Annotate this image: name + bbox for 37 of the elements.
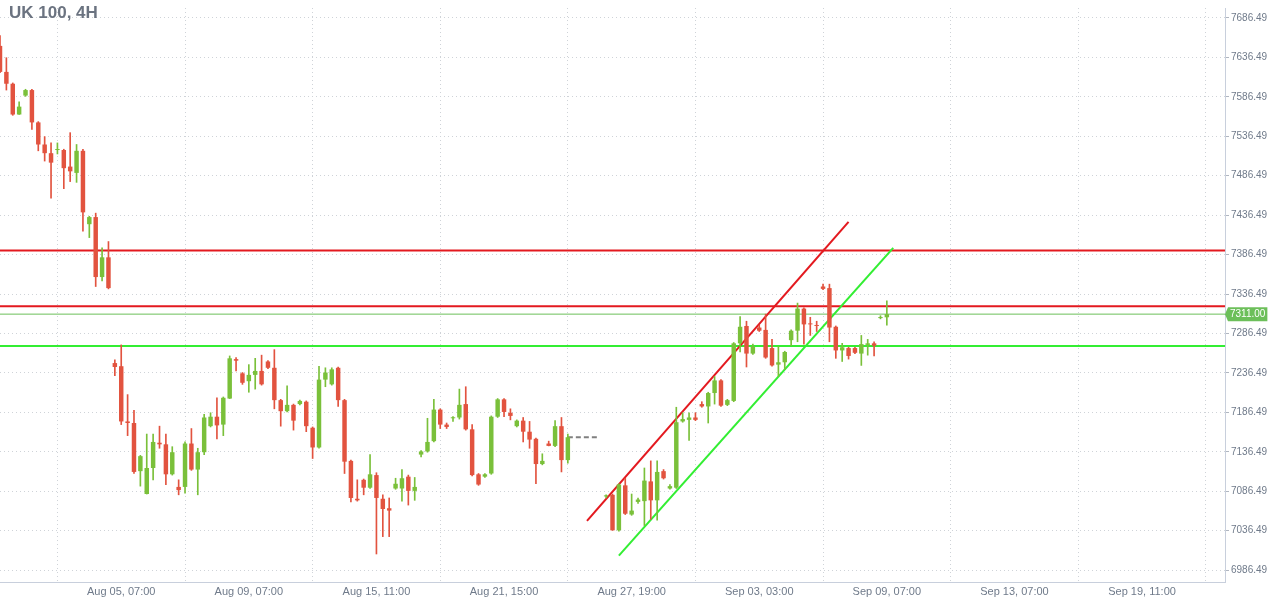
candlestick bbox=[603, 494, 609, 499]
y-tick-label: 7436.49 bbox=[1231, 208, 1268, 220]
candlestick bbox=[540, 453, 545, 466]
x-tick-label: Aug 05, 07:00 bbox=[86, 584, 156, 597]
y-tick-label: 7336.49 bbox=[1231, 287, 1268, 299]
candlestick bbox=[412, 477, 417, 501]
candlestick bbox=[450, 416, 456, 422]
x-tick-label: Sep 09, 07:00 bbox=[852, 584, 922, 597]
x-tick-label: Sep 03, 03:00 bbox=[724, 584, 794, 597]
x-tick-label: Sep 19, 11:00 bbox=[1108, 584, 1176, 597]
x-tick-label: Aug 21, 15:00 bbox=[469, 584, 539, 597]
candlestick bbox=[48, 142, 54, 199]
x-tick-label: Sep 13, 07:00 bbox=[980, 584, 1049, 597]
x-tick-label: Aug 27, 19:00 bbox=[597, 584, 666, 597]
y-tick-label: 7386.49 bbox=[1231, 248, 1268, 260]
y-tick-label: 6986.49 bbox=[1231, 563, 1268, 575]
chart-title: UK 100, 4H bbox=[9, 3, 98, 23]
candlestick bbox=[386, 497, 392, 537]
y-tick-label: 7286.49 bbox=[1231, 327, 1268, 339]
x-tick-label: Aug 15, 11:00 bbox=[342, 584, 411, 597]
y-tick-label: 7686.49 bbox=[1231, 11, 1268, 23]
x-tick-label: Aug 09, 07:00 bbox=[214, 584, 284, 597]
y-tick-label: 7536.49 bbox=[1231, 129, 1268, 141]
y-tick-label: 7186.49 bbox=[1231, 406, 1268, 418]
y-tick-label: 7136.49 bbox=[1231, 445, 1268, 457]
candlestick bbox=[233, 357, 239, 372]
candlestick bbox=[871, 341, 877, 357]
candlestick bbox=[686, 412, 692, 441]
y-tick-label: 7636.49 bbox=[1231, 51, 1268, 63]
y-tick-label: 7586.49 bbox=[1231, 90, 1268, 102]
y-tick-label: 7486.49 bbox=[1231, 169, 1268, 181]
y-tick-label: 7236.49 bbox=[1231, 366, 1268, 378]
y-tick-label: 7086.49 bbox=[1231, 485, 1268, 497]
y-tick-label: 7036.49 bbox=[1231, 524, 1268, 536]
candlestick bbox=[808, 316, 813, 336]
candlestick bbox=[680, 412, 685, 423]
ref-line-label: 7311.00 bbox=[1230, 308, 1266, 320]
